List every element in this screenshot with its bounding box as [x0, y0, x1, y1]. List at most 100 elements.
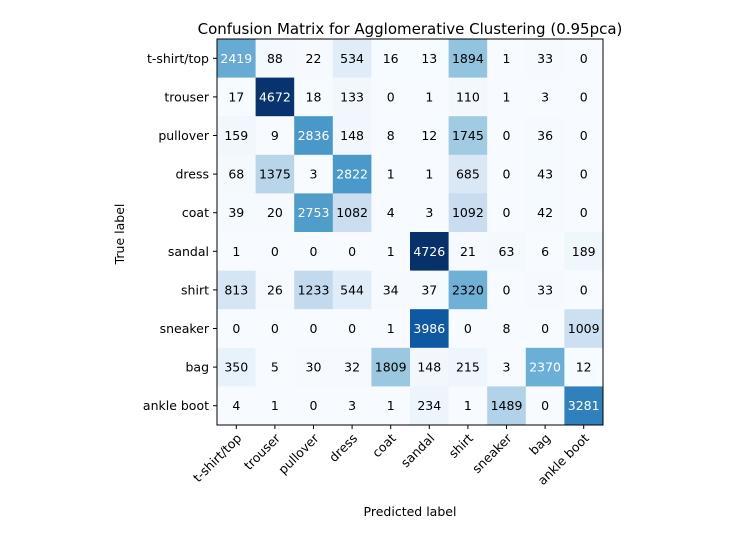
heatmap-cell [371, 77, 411, 117]
cell-value-label: 0 [503, 282, 511, 297]
x-tick-label: sandal [398, 431, 438, 471]
x-tick-label: t-shirt/top [190, 430, 245, 485]
cell-value-label: 0 [271, 321, 279, 336]
heatmap-cell [255, 154, 295, 194]
y-tick-label: dress [175, 167, 209, 182]
heatmap-cell [371, 270, 411, 310]
cell-value-label: 0 [580, 89, 588, 104]
heatmap-cell [564, 386, 604, 426]
cell-value-label: 68 [228, 167, 244, 182]
heatmap-cell [332, 232, 372, 271]
cell-value-label: 3281 [568, 398, 600, 413]
cell-value-label: 1489 [491, 398, 523, 413]
heatmap-cell [525, 193, 565, 233]
cell-value-label: 1894 [452, 51, 484, 66]
cell-value-label: 16 [383, 51, 399, 66]
cell-value-label: 0 [580, 128, 588, 143]
heatmap-cell [371, 347, 411, 387]
cell-value-label: 0 [310, 321, 318, 336]
cell-value-label: 1 [425, 167, 433, 182]
cell-value-label: 9 [271, 128, 279, 143]
y-tick-label: trouser [164, 89, 210, 104]
heatmap-cell [525, 116, 565, 156]
cell-value-label: 2370 [529, 360, 561, 375]
heatmap-cell [217, 116, 256, 156]
cell-value-label: 13 [421, 51, 437, 66]
heatmap-cell [487, 232, 527, 271]
heatmap-cell [255, 77, 295, 117]
heatmap-cell [525, 232, 565, 271]
y-axis-title: True label [112, 204, 127, 266]
cell-value-label: 18 [306, 89, 322, 104]
y-tick-label: t-shirt/top [147, 51, 209, 66]
heatmap-cell [525, 270, 565, 310]
cell-value-label: 685 [456, 167, 480, 182]
heatmap-cell [525, 347, 565, 387]
cell-value-label: 234 [417, 398, 441, 413]
y-tick-label: bag [185, 360, 209, 375]
cell-value-label: 12 [421, 128, 437, 143]
cell-value-label: 215 [456, 360, 480, 375]
heatmap-cell [410, 77, 449, 117]
cell-value-label: 813 [224, 282, 248, 297]
heatmap-cell [525, 154, 565, 194]
heatmap-cell [294, 270, 334, 310]
cell-value-label: 34 [383, 282, 399, 297]
cell-value-label: 2836 [298, 128, 330, 143]
cell-value-label: 8 [503, 321, 511, 336]
cell-value-label: 4 [387, 205, 395, 220]
cell-value-label: 37 [421, 282, 437, 297]
x-axis-title: Predicted label [364, 504, 457, 519]
cell-value-label: 0 [580, 205, 588, 220]
heatmap-cell [448, 193, 488, 233]
heatmap-cell [294, 309, 334, 349]
heatmap-cell [487, 193, 527, 233]
cell-value-label: 22 [306, 51, 322, 66]
cell-value-label: 1 [387, 398, 395, 413]
heatmap-cell [332, 386, 372, 426]
cell-value-label: 110 [456, 89, 480, 104]
cell-value-label: 39 [228, 205, 244, 220]
cell-value-label: 1 [271, 398, 279, 413]
heatmap-cell [487, 39, 527, 78]
heatmap-cell [332, 154, 372, 194]
y-tick-label: pullover [158, 128, 210, 143]
heatmap-cell [255, 386, 295, 426]
cell-value-label: 0 [580, 51, 588, 66]
heatmap-cell [332, 77, 372, 117]
cell-value-label: 88 [267, 51, 283, 66]
heatmap-cell [564, 116, 604, 156]
heatmap-cell [410, 309, 449, 349]
heatmap-cell [448, 270, 488, 310]
heatmap-cell [487, 309, 527, 349]
heatmap-cell [255, 193, 295, 233]
heatmap-cell [294, 116, 334, 156]
cell-value-label: 148 [417, 360, 441, 375]
cell-value-label: 3986 [413, 321, 445, 336]
heatmap-cell [564, 347, 604, 387]
heatmap-cell [332, 116, 372, 156]
heatmap-cell [487, 270, 527, 310]
plot-frame [216, 38, 604, 426]
y-tick-label: ankle boot [143, 398, 209, 413]
heatmap-cell [525, 39, 565, 78]
cell-value-label: 3 [310, 167, 318, 182]
cell-value-label: 1 [425, 89, 433, 104]
cell-value-label: 3 [425, 205, 433, 220]
heatmap-cell [564, 193, 604, 233]
heatmap-cell [255, 116, 295, 156]
cell-value-label: 0 [503, 128, 511, 143]
cell-value-label: 4 [232, 398, 240, 413]
heatmap-cell [332, 270, 372, 310]
x-tick-label: pullover [275, 430, 322, 477]
heatmap-cell [217, 39, 256, 78]
heatmap-cell [410, 39, 449, 78]
heatmap-cell [448, 39, 488, 78]
cell-value-label: 0 [503, 205, 511, 220]
cell-value-label: 544 [340, 282, 364, 297]
heatmap-cell [255, 270, 295, 310]
heatmap-cell [448, 77, 488, 117]
y-tick-label: shirt [181, 282, 209, 297]
heatmap-cell [410, 270, 449, 310]
cell-value-label: 33 [537, 282, 553, 297]
